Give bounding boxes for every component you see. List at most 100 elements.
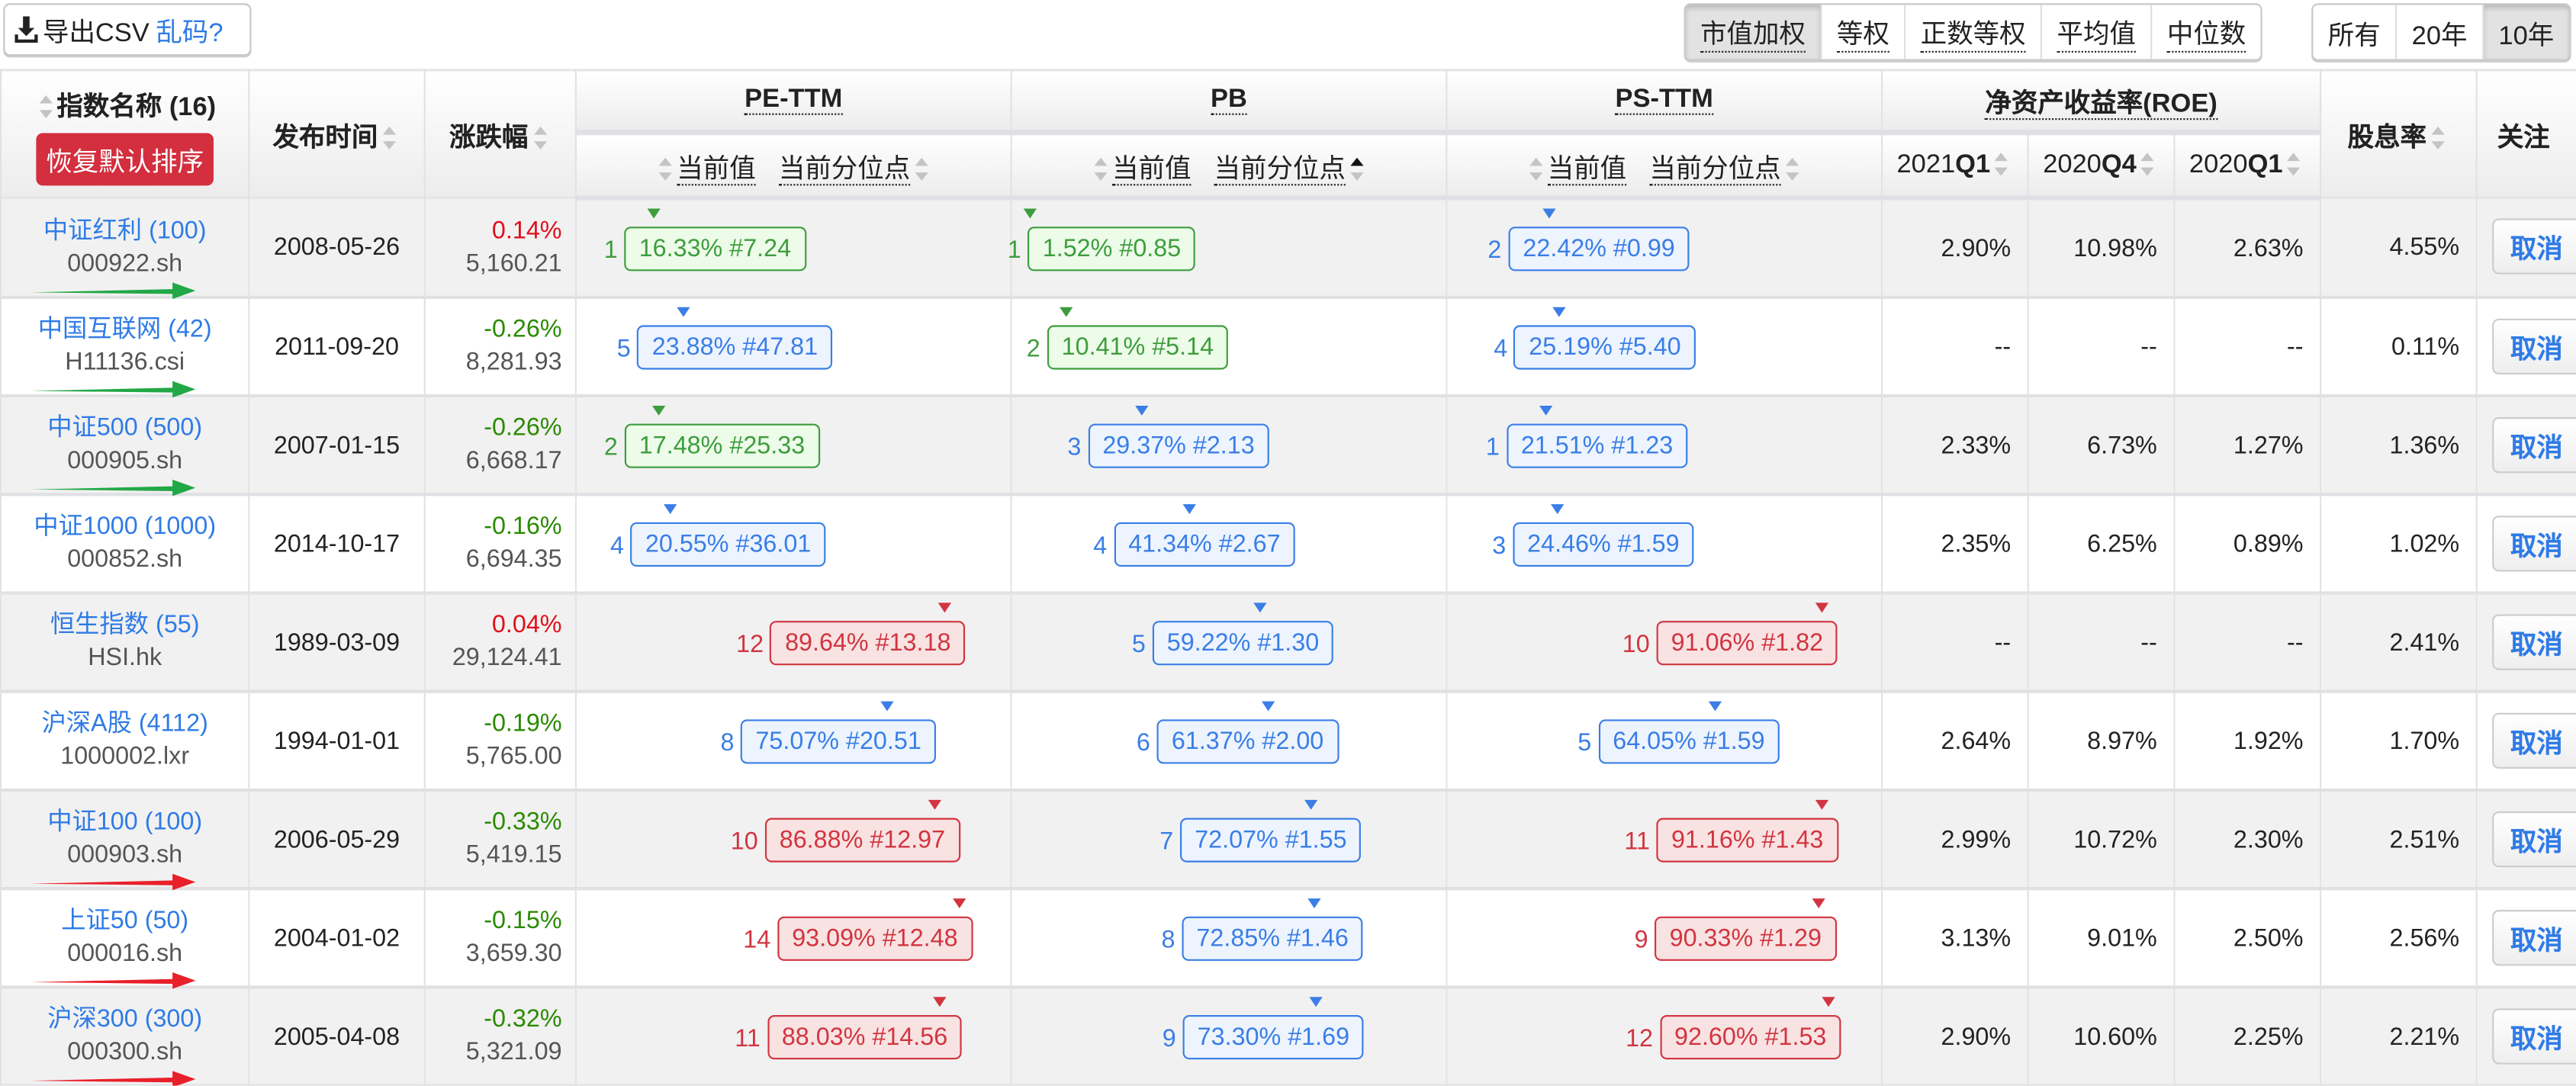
column-header-dividend[interactable]: 股息率 <box>2320 69 2478 199</box>
cancel-follow-button[interactable]: 取消 <box>2492 218 2576 275</box>
pe-value-badge[interactable]: 5 23.88% #47.81 <box>617 325 833 370</box>
index-name-link[interactable]: 中国互联网 (42) <box>37 315 212 344</box>
sort-icon[interactable] <box>2431 127 2445 150</box>
pb-header-label[interactable]: PB <box>1211 85 1247 115</box>
pb-value-badge[interactable]: 1 1.52% #0.85 <box>1008 227 1196 272</box>
cancel-follow-button[interactable]: 取消 <box>2492 318 2576 375</box>
period-option[interactable]: 20年 <box>2397 5 2484 59</box>
sort-icon[interactable] <box>38 95 52 119</box>
ps-percentile-sort-icon[interactable] <box>1786 158 1799 182</box>
pb-value-badge[interactable]: 9 73.30% #1.69 <box>1163 1014 1365 1060</box>
pe-cell: 12 89.64% #13.18 <box>574 592 1012 692</box>
pe-header-label[interactable]: PE-TTM <box>744 85 843 115</box>
pe-value-sort-icon[interactable] <box>658 158 672 182</box>
roe-period-header[interactable]: 2020Q4 <box>2027 131 2176 201</box>
change-percent: -0.19% <box>484 709 562 738</box>
column-header-date[interactable]: 发布时间 <box>248 69 426 199</box>
pe-value-badge[interactable]: 12 89.64% #13.18 <box>736 621 966 666</box>
pb-value-badge[interactable]: 2 10.41% #5.14 <box>1027 325 1229 370</box>
cancel-follow-button[interactable]: 取消 <box>2492 417 2576 474</box>
follow-cell: 取消 <box>2475 197 2576 298</box>
ps-current-percentile-header[interactable]: 当前分位点 <box>1649 155 1781 185</box>
column-header-change[interactable]: 涨跌幅 <box>423 69 577 199</box>
pb-value-badge[interactable]: 4 41.34% #2.67 <box>1093 522 1295 567</box>
weighting-option[interactable]: 平均值 <box>2042 5 2153 59</box>
index-name-link[interactable]: 中证1000 (1000) <box>34 512 217 541</box>
ps-value-badge[interactable]: 2 22.42% #0.99 <box>1487 227 1690 272</box>
pe-value-badge[interactable]: 8 75.07% #20.51 <box>720 719 937 764</box>
pe-value-badge[interactable]: 2 17.48% #25.33 <box>604 423 820 468</box>
cancel-follow-button[interactable]: 取消 <box>2492 1008 2576 1065</box>
ps-value-badge[interactable]: 5 64.05% #1.59 <box>1577 719 1780 764</box>
change-header-label: 涨跌幅 <box>449 124 529 153</box>
export-csv-button[interactable]: 导出CSV 乱码? <box>3 3 252 56</box>
pe-value-badge[interactable]: 10 86.88% #12.97 <box>731 818 960 863</box>
pb-value-badge[interactable]: 8 72.85% #1.46 <box>1161 916 1364 961</box>
roe-value: 2.90% <box>1880 986 2029 1086</box>
pb-value-sort-icon[interactable] <box>1094 158 1108 182</box>
index-name-link[interactable]: 沪深300 (300) <box>47 1005 203 1033</box>
ps-value-badge[interactable]: 10 91.06% #1.82 <box>1622 621 1838 666</box>
cancel-follow-button[interactable]: 取消 <box>2492 712 2576 769</box>
index-name-link[interactable]: 中证100 (100) <box>47 808 203 837</box>
index-name-cell: 上证50 (50) 000016.sh <box>0 888 250 989</box>
ps-value-badge[interactable]: 4 25.19% #5.40 <box>1494 325 1696 370</box>
index-name-link[interactable]: 中证红利 (100) <box>43 216 207 244</box>
reset-sort-button[interactable]: 恢复默认排序 <box>36 132 214 185</box>
index-name-link[interactable]: 上证50 (50) <box>61 906 189 935</box>
cancel-follow-button[interactable]: 取消 <box>2492 910 2576 966</box>
period-option[interactable]: 10年 <box>2484 5 2569 59</box>
roe-value: 1.27% <box>2173 394 2322 496</box>
weighting-option[interactable]: 等权 <box>1822 5 1906 59</box>
ps-cell: 3 24.46% #1.59 <box>1446 493 1883 594</box>
index-code: 000016.sh <box>67 939 183 968</box>
ps-current-value-header[interactable]: 当前值 <box>1548 155 1627 185</box>
cancel-follow-button[interactable]: 取消 <box>2492 516 2576 572</box>
period-option[interactable]: 所有 <box>2313 5 2398 59</box>
pb-value-badge[interactable]: 3 29.37% #2.13 <box>1067 423 1270 468</box>
weighting-option[interactable]: 正数等权 <box>1905 5 2043 59</box>
roe-value: 8.97% <box>2027 690 2176 792</box>
pe-value-badge[interactable]: 4 20.55% #36.01 <box>610 522 826 567</box>
column-header-name[interactable]: 指数名称 (16) 恢复默认排序 <box>0 69 250 199</box>
ps-value-badge[interactable]: 11 91.16% #1.43 <box>1624 818 1838 863</box>
index-name-link[interactable]: 恒生指数 (55) <box>50 611 200 639</box>
pe-current-value-header[interactable]: 当前值 <box>677 155 756 185</box>
garbled-help-link[interactable]: 乱码? <box>156 19 224 48</box>
sort-icon[interactable] <box>2141 153 2155 177</box>
ps-value-sort-icon[interactable] <box>1529 158 1543 182</box>
ps-value-badge[interactable]: 9 90.33% #1.29 <box>1635 916 1837 961</box>
ps-cell: 12 92.60% #1.53 <box>1446 986 1883 1086</box>
sort-icon[interactable] <box>382 127 397 150</box>
pe-value-badge[interactable]: 11 88.03% #14.56 <box>735 1014 963 1060</box>
sort-icon[interactable] <box>1995 153 2008 177</box>
sort-icon[interactable] <box>532 127 547 150</box>
pe-value-badge[interactable]: 14 93.09% #12.48 <box>743 916 973 961</box>
ps-rank: 12 <box>1626 1024 1654 1053</box>
weighting-option[interactable]: 市值加权 <box>1685 5 1822 59</box>
pe-value-badge[interactable]: 1 16.33% #7.24 <box>604 227 806 272</box>
pe-current-percentile-header[interactable]: 当前分位点 <box>778 155 911 185</box>
cancel-follow-button[interactable]: 取消 <box>2492 614 2576 670</box>
pb-percentile-sort-icon[interactable] <box>1350 158 1364 182</box>
index-name-link[interactable]: 沪深A股 (4112) <box>41 709 208 738</box>
sort-icon[interactable] <box>2287 153 2301 177</box>
roe-period-header[interactable]: 2020Q1 <box>2173 131 2322 201</box>
ps-value-badge[interactable]: 12 92.60% #1.53 <box>1626 1014 1841 1060</box>
weighting-option[interactable]: 中位数 <box>2152 5 2261 59</box>
weighting-option-label: 中位数 <box>2166 11 2246 53</box>
ps-value-badge[interactable]: 1 21.51% #1.23 <box>1486 423 1688 468</box>
pb-value-badge[interactable]: 5 59.22% #1.30 <box>1132 621 1334 666</box>
pb-value-badge[interactable]: 6 61.37% #2.00 <box>1137 719 1339 764</box>
pb-current-value-header[interactable]: 当前值 <box>1112 155 1192 185</box>
index-name-link[interactable]: 中证500 (500) <box>47 413 203 442</box>
ps-value-text: 21.51% #1.23 <box>1520 432 1674 461</box>
pb-value-badge[interactable]: 7 72.07% #1.55 <box>1159 818 1362 863</box>
roe-header-label[interactable]: 净资产收益率(ROE) <box>1985 90 2217 120</box>
pe-percentile-sort-icon[interactable] <box>915 158 928 182</box>
ps-header-label[interactable]: PS-TTM <box>1615 85 1713 115</box>
roe-period-header[interactable]: 2021Q1 <box>1880 131 2029 201</box>
cancel-follow-button[interactable]: 取消 <box>2492 811 2576 868</box>
ps-value-badge[interactable]: 3 24.46% #1.59 <box>1492 522 1694 567</box>
pb-current-percentile-header[interactable]: 当前分位点 <box>1214 155 1346 185</box>
